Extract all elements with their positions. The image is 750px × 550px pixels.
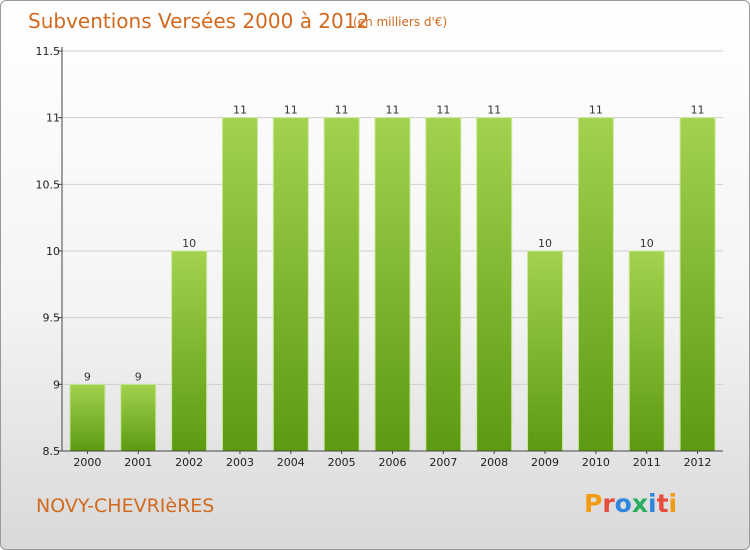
bar-data-label: 9 bbox=[135, 370, 142, 383]
x-tick-label: 2007 bbox=[429, 456, 457, 469]
y-tick-label: 8.5 bbox=[43, 445, 61, 458]
x-tick-label: 2011 bbox=[633, 456, 661, 469]
bar bbox=[679, 117, 716, 452]
x-tick-label: 2010 bbox=[582, 456, 610, 469]
logo-letter: r bbox=[602, 489, 615, 518]
x-tick-label: 2001 bbox=[124, 456, 152, 469]
bar-data-label: 9 bbox=[84, 370, 91, 383]
bar-data-label: 10 bbox=[538, 237, 552, 250]
logo-letter: P bbox=[584, 489, 603, 518]
x-tick-label: 2002 bbox=[175, 456, 203, 469]
bar bbox=[425, 117, 462, 452]
bar bbox=[272, 117, 309, 452]
x-tick-label: 2012 bbox=[684, 456, 712, 469]
x-tick-label: 2000 bbox=[73, 456, 101, 469]
bar-data-label: 11 bbox=[436, 104, 450, 117]
labels: 8.5 9 9.5 10 10.5 11 11.5 9 2000 9 2001 10 2002 11 200… bbox=[36, 45, 712, 469]
x-tick-label: 2008 bbox=[480, 456, 508, 469]
y-tick-label: 11.5 bbox=[36, 45, 61, 58]
logo-letter: t bbox=[656, 489, 669, 518]
bar bbox=[69, 383, 106, 452]
logo-letter: x bbox=[631, 489, 648, 518]
axes bbox=[58, 47, 723, 454]
bar-data-label: 11 bbox=[691, 104, 705, 117]
bar bbox=[221, 117, 258, 452]
bar bbox=[628, 250, 665, 452]
y-tick-label: 10.5 bbox=[36, 178, 61, 191]
commune-name: NOVY-CHEVRIèRES bbox=[36, 495, 215, 517]
bar-data-label: 11 bbox=[233, 104, 247, 117]
x-tick-label: 2004 bbox=[277, 456, 305, 469]
y-tick-label: 10 bbox=[46, 245, 60, 258]
proxiti-logo[interactable]: Proxiti bbox=[584, 489, 677, 518]
y-tick-label: 9 bbox=[53, 378, 60, 391]
logo-letter: o bbox=[614, 489, 632, 518]
chart-title: Subventions Versées 2000 à 2012 bbox=[28, 9, 370, 33]
x-tick-label: 2006 bbox=[379, 456, 407, 469]
unit-note: (en milliers d'€) bbox=[353, 15, 448, 29]
bar bbox=[171, 250, 208, 452]
bar-data-label: 10 bbox=[182, 237, 196, 250]
x-tick-label: 2005 bbox=[328, 456, 356, 469]
bar-data-label: 11 bbox=[386, 104, 400, 117]
bar-data-label: 11 bbox=[335, 104, 349, 117]
bar bbox=[476, 117, 513, 452]
bar-data-label: 11 bbox=[487, 104, 501, 117]
bar-data-label: 11 bbox=[589, 104, 603, 117]
y-tick-label: 11 bbox=[46, 112, 60, 125]
bar bbox=[120, 383, 157, 452]
bar bbox=[577, 117, 614, 452]
x-tick-label: 2003 bbox=[226, 456, 254, 469]
logo-letter: i bbox=[648, 489, 657, 518]
bar-data-label: 10 bbox=[640, 237, 654, 250]
logo-letter: i bbox=[668, 489, 678, 518]
bar bbox=[527, 250, 564, 452]
x-tick-label: 2009 bbox=[531, 456, 559, 469]
bar bbox=[323, 117, 360, 452]
bar-data-label: 11 bbox=[284, 104, 298, 117]
bar bbox=[374, 117, 411, 452]
y-tick-label: 9.5 bbox=[43, 312, 61, 325]
bars bbox=[69, 117, 716, 452]
